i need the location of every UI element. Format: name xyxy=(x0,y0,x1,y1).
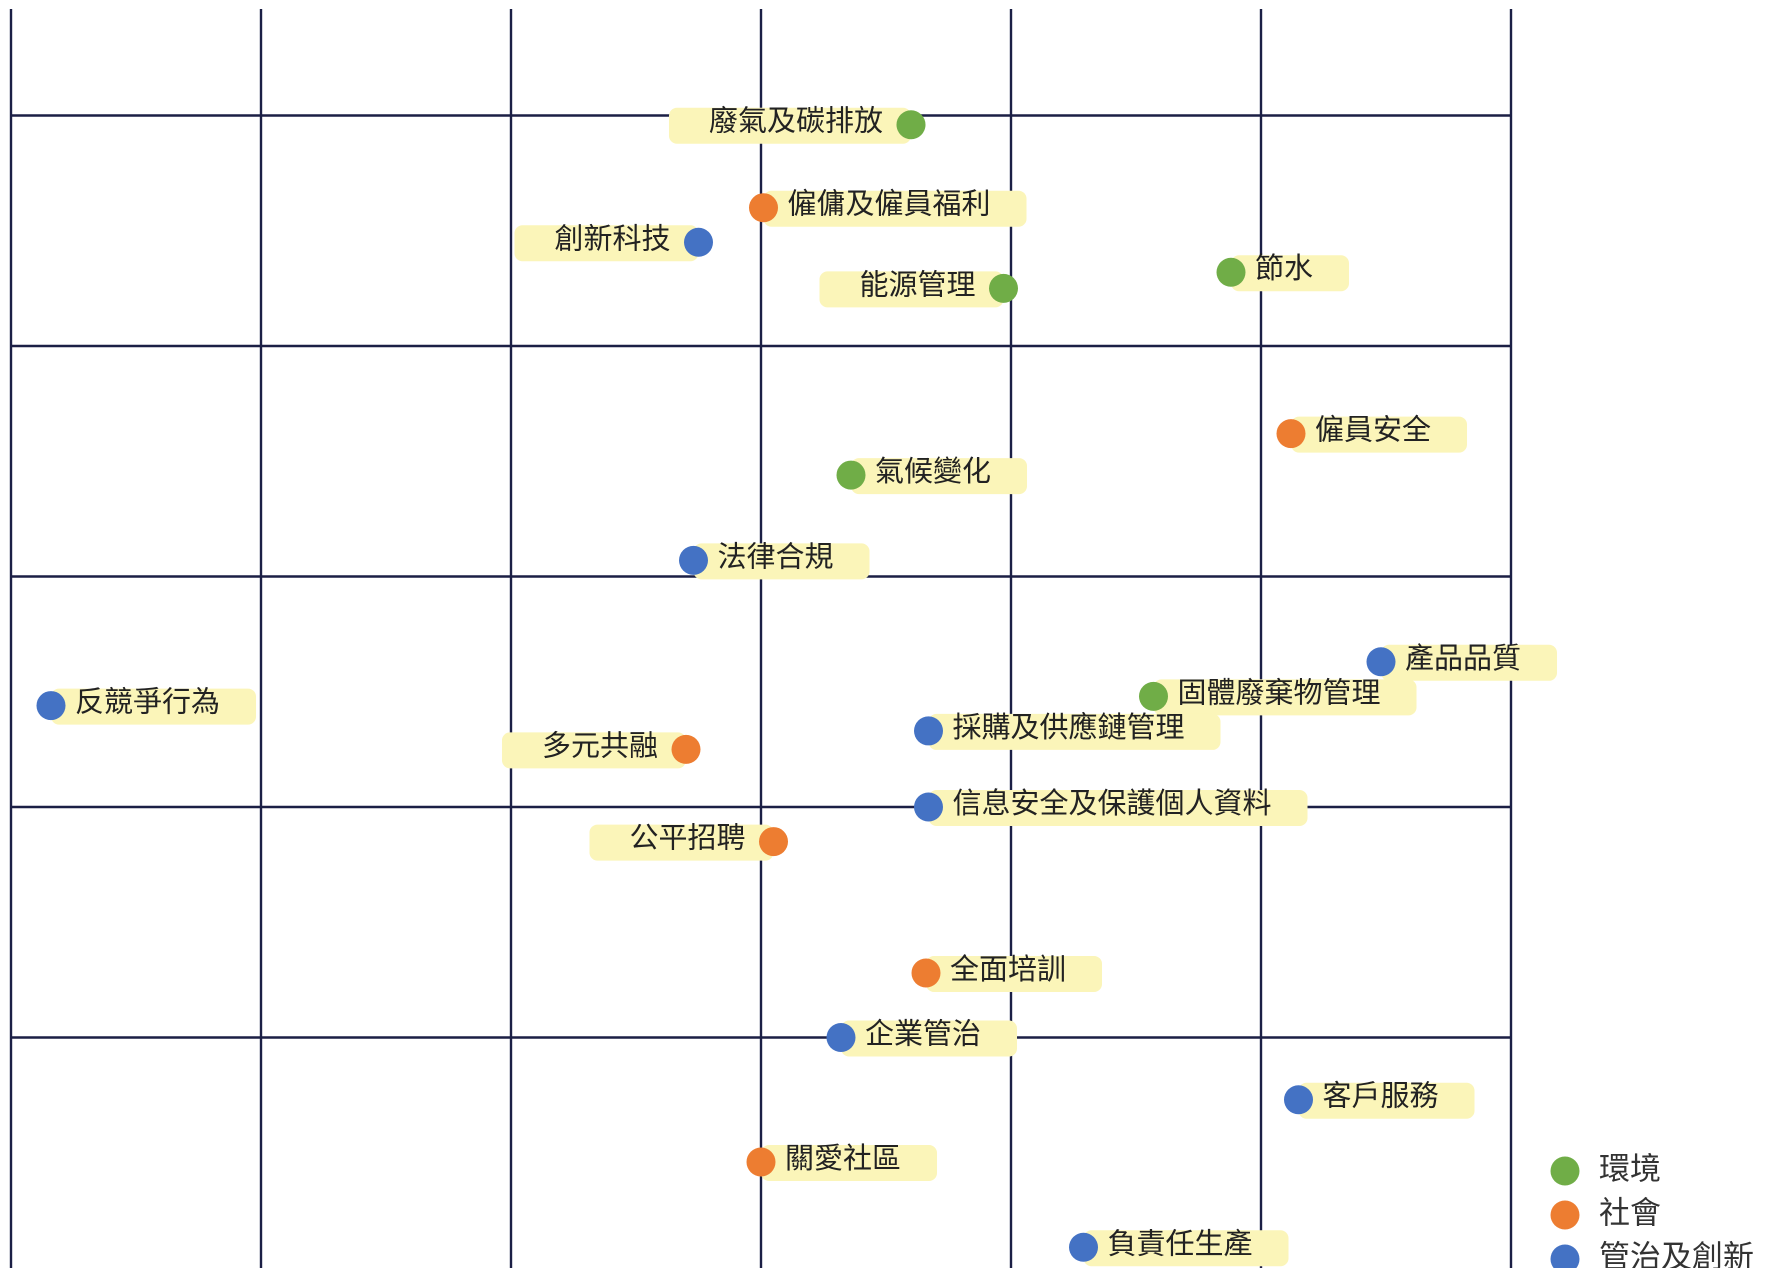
point-dot xyxy=(826,1023,856,1052)
label-highlight xyxy=(1231,255,1350,292)
point-dot xyxy=(1284,1085,1313,1115)
point: 能源管理 xyxy=(819,267,1018,308)
point: 法律合規 xyxy=(679,539,870,580)
point-dot xyxy=(911,958,941,988)
label-highlight xyxy=(589,824,774,861)
point-label: 多元共融 xyxy=(542,728,658,762)
point-dot xyxy=(746,1147,776,1177)
point: 反競爭行為 xyxy=(36,685,257,725)
point-label: 信息安全及保護個人資料 xyxy=(953,786,1272,820)
point: 關愛社區 xyxy=(746,1141,938,1181)
point-label: 法律合規 xyxy=(718,539,834,573)
point-dot xyxy=(989,273,1018,303)
point-dot xyxy=(836,460,866,490)
point: 多元共融 xyxy=(501,728,701,769)
point: 負責任生產 xyxy=(1069,1226,1289,1267)
label-highlight xyxy=(501,732,686,769)
point: 創新科技 xyxy=(514,221,713,262)
label-highlight xyxy=(668,107,911,144)
point-label: 節水 xyxy=(1255,251,1313,285)
legend-swatch xyxy=(1550,1200,1580,1230)
point-dot xyxy=(679,545,708,575)
point: 節水 xyxy=(1216,251,1350,292)
point: 信息安全及保護個人資料 xyxy=(914,786,1308,826)
point: 企業管治 xyxy=(826,1017,1018,1057)
label-highlight xyxy=(761,1144,938,1181)
label-highlight xyxy=(514,225,699,262)
label-highlight xyxy=(851,458,1028,495)
legend-label: 社會 xyxy=(1599,1196,1661,1232)
label-highlight xyxy=(1381,644,1558,681)
point-dot xyxy=(896,110,926,140)
point-dot xyxy=(684,227,713,257)
point: 氣候變化 xyxy=(836,454,1028,495)
point: 公平招聘 xyxy=(589,821,788,861)
legend-swatch xyxy=(1550,1244,1580,1268)
point-label: 僱傭及僱員福利 xyxy=(788,187,991,221)
point-dot xyxy=(759,827,788,857)
label-highlight xyxy=(1291,416,1468,453)
point-dot xyxy=(749,193,778,223)
label-highlight xyxy=(693,543,870,580)
point: 僱員安全 xyxy=(1276,413,1468,453)
point-dot xyxy=(1216,257,1246,287)
label-highlight xyxy=(928,790,1308,826)
point-label: 公平招聘 xyxy=(629,821,745,855)
label-highlight xyxy=(926,955,1103,992)
point-label: 僱員安全 xyxy=(1315,413,1431,447)
point-label: 負責任生產 xyxy=(1108,1226,1253,1260)
point-dot xyxy=(1139,681,1168,711)
point-dot xyxy=(1069,1232,1098,1262)
point: 客戶服務 xyxy=(1284,1079,1475,1119)
legend-label: 環境 xyxy=(1599,1152,1661,1188)
point-label: 產品品質 xyxy=(1405,641,1521,675)
point: 產品品質 xyxy=(1366,641,1558,681)
label-highlight xyxy=(763,190,1027,227)
point: 僱傭及僱員福利 xyxy=(749,187,1027,227)
point-dot xyxy=(914,716,943,746)
legend-label: 管治及創新 xyxy=(1599,1240,1754,1268)
point-label: 採購及供應鏈管理 xyxy=(953,710,1185,744)
point-dot xyxy=(1276,419,1306,449)
legend-swatch xyxy=(1550,1156,1580,1186)
point-label: 能源管理 xyxy=(859,267,975,301)
point-dot xyxy=(914,792,943,822)
point-label: 創新科技 xyxy=(554,221,670,255)
point: 採購及供應鏈管理 xyxy=(914,710,1221,750)
label-highlight xyxy=(1153,679,1417,716)
point-dot xyxy=(36,691,66,721)
point-label: 企業管治 xyxy=(865,1017,981,1051)
point: 全面培訓 xyxy=(911,952,1103,992)
point-dot xyxy=(1366,647,1396,677)
grid xyxy=(9,9,1513,1268)
label-highlight xyxy=(928,713,1221,750)
label-highlight xyxy=(841,1020,1018,1057)
point-label: 關愛社區 xyxy=(785,1141,901,1175)
point-label: 氣候變化 xyxy=(875,454,991,488)
label-highlight xyxy=(1298,1082,1475,1119)
point-label: 全面培訓 xyxy=(950,952,1066,986)
point-label: 固體廢棄物管理 xyxy=(1178,675,1381,709)
label-highlight xyxy=(819,271,1004,308)
label-highlight xyxy=(51,688,257,725)
point-label: 客戶服務 xyxy=(1323,1079,1439,1113)
point-label: 廢氣及碳排放 xyxy=(709,104,883,138)
label-highlight xyxy=(1083,1230,1289,1267)
point: 固體廢棄物管理 xyxy=(1139,675,1417,716)
point: 廢氣及碳排放 xyxy=(668,104,926,144)
point-label: 反競爭行為 xyxy=(75,685,220,719)
point-dot xyxy=(671,734,701,764)
